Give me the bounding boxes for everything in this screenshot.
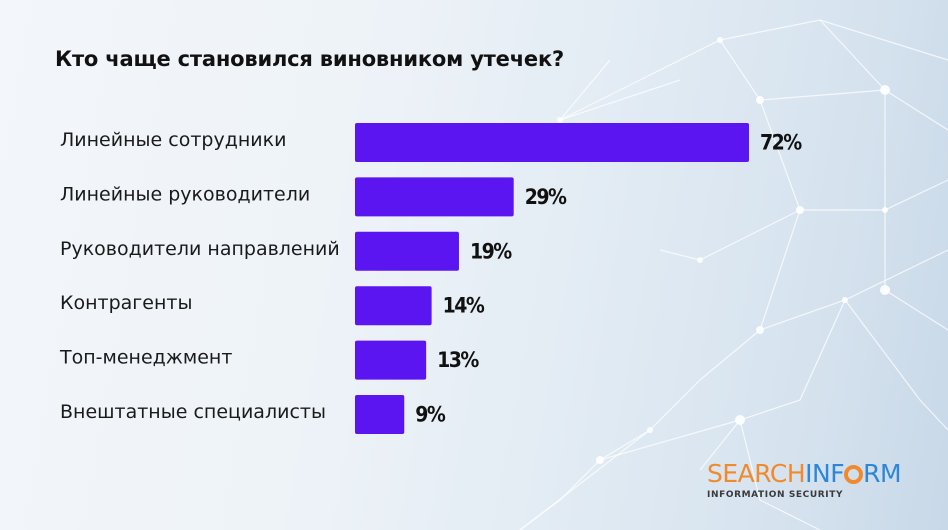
logo-part-search: SEARCH: [707, 459, 806, 488]
bar: [355, 177, 514, 217]
bar: [355, 395, 405, 434]
category-label: Контрагенты: [60, 292, 192, 314]
bar: [355, 123, 749, 162]
bar-value-label: 14%: [443, 294, 485, 318]
bar-value-label: 9%: [415, 403, 446, 427]
category-label: Линейные руководители: [60, 183, 310, 205]
bar-value-label: 29%: [525, 185, 567, 209]
searchinform-logo: SEARCHINF RM INFORMATION SECURITY: [707, 461, 927, 505]
category-label: Линейные сотрудники: [60, 129, 286, 151]
bar-value-label: 19%: [470, 239, 512, 263]
chart-title: Кто чаще становился виновником утечек?: [55, 47, 564, 71]
bar: [355, 286, 432, 326]
bar: [355, 231, 459, 271]
category-label: Внештатные специалисты: [60, 401, 326, 423]
logo-wordmark: SEARCHINF RM: [707, 461, 927, 486]
bar-value-label: 13%: [437, 348, 479, 372]
bar: [355, 340, 427, 380]
category-label: Руководители направлений: [60, 238, 340, 260]
category-label: Топ-менеджмент: [59, 347, 232, 369]
logo-ring-icon: [844, 465, 864, 484]
logo-subtitle: INFORMATION SECURITY: [707, 490, 844, 500]
bar-value-label: 72%: [760, 131, 802, 155]
logo-part-inf: INF: [805, 459, 845, 488]
logo-part-rm: RM: [863, 459, 902, 488]
